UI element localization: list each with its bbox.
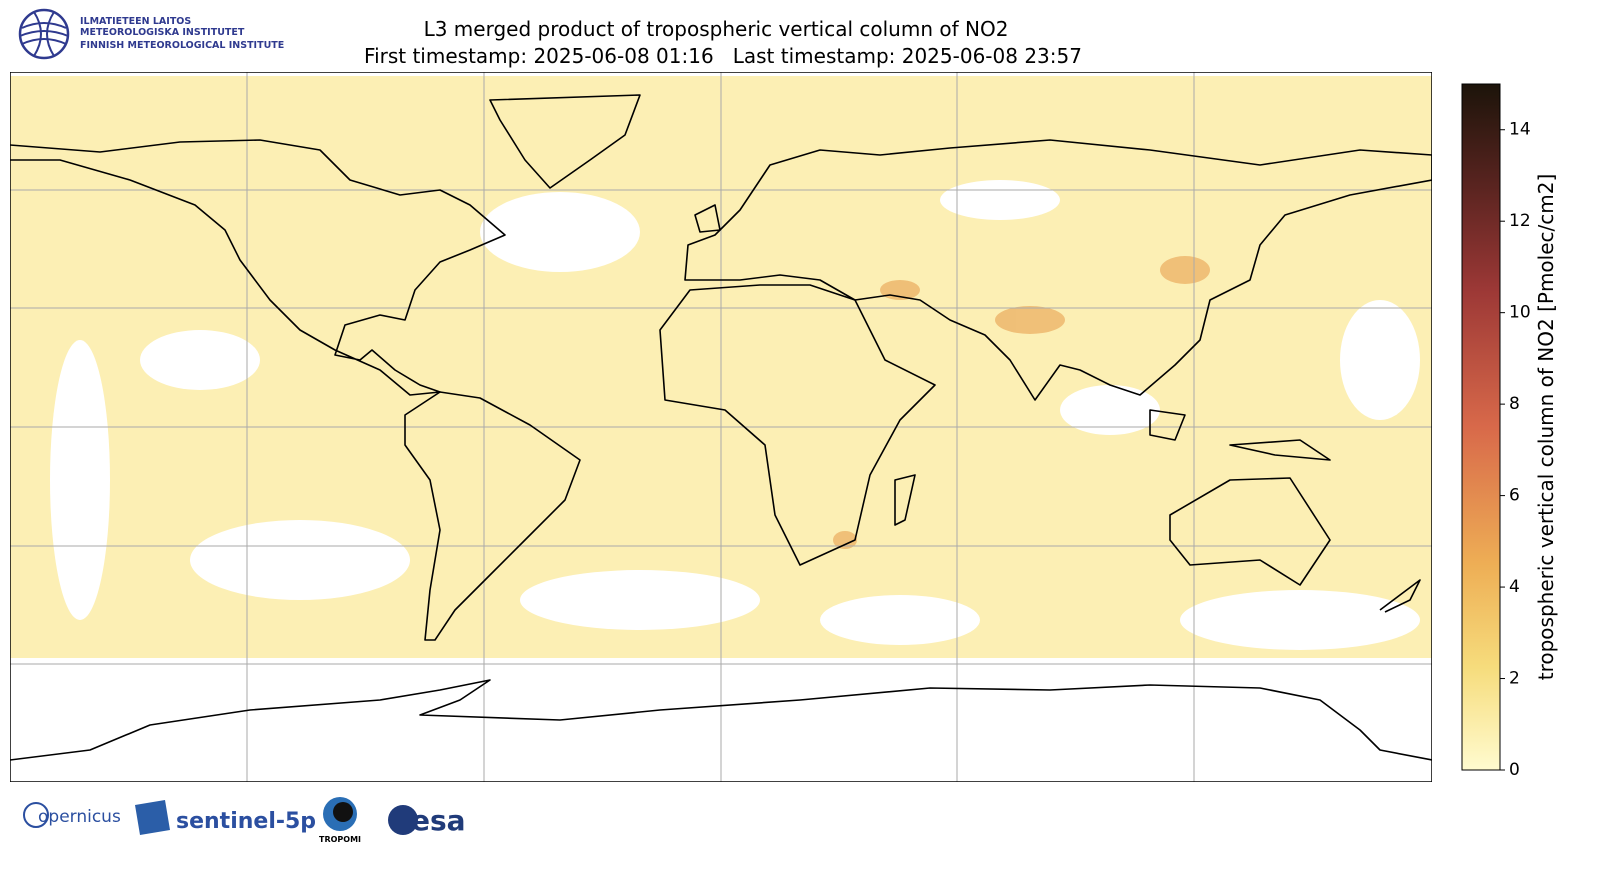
institute-name: METEOROLOGISKA INSTITUTET <box>80 27 245 38</box>
colorbar-tick-label: 0 <box>1509 760 1520 780</box>
colorbar-gradient <box>1461 83 1501 771</box>
esa-icon <box>388 805 418 835</box>
institute-name: ILMATIETEEN LAITOS <box>80 16 191 27</box>
hotspot <box>833 256 1210 549</box>
map <box>10 72 1432 782</box>
colorbar-tick-label: 4 <box>1509 577 1520 597</box>
colorbar-tick-label: 8 <box>1509 394 1520 414</box>
tropomi-logo: TROPOMI <box>319 835 361 844</box>
colorbar-tick-label: 12 <box>1509 211 1531 231</box>
sentinel-logo: sentinel-5p <box>176 809 316 834</box>
colorbar: tropospheric vertical column of NO2 [Pmo… <box>1461 83 1558 780</box>
sentinel-icon <box>135 800 170 835</box>
colorbar-tick-label: 2 <box>1509 669 1520 689</box>
esa-logo: esa <box>411 804 466 837</box>
colorbar-tick-label: 10 <box>1509 303 1531 323</box>
colorbar-label: tropospheric vertical column of NO2 [Pmo… <box>1534 174 1558 681</box>
title: L3 merged product of tropospheric vertic… <box>424 17 1009 41</box>
colorbar-tick-label: 6 <box>1509 486 1520 506</box>
fmi-logo: ILMATIETEEN LAITOS METEOROLOGISKA INSTIT… <box>18 8 284 60</box>
colorbar-tick-label: 14 <box>1509 120 1531 140</box>
subtitle: First timestamp: 2025-06-08 01:16 Last t… <box>364 44 1082 68</box>
graticule <box>10 72 1432 782</box>
copernicus-logo: opernicus <box>38 807 121 827</box>
institute-name: FINNISH METEOROLOGICAL INSTITUTE <box>80 40 284 51</box>
footer-logos: opernicus sentinel-5p TROPOMI esa <box>23 797 466 844</box>
coastline <box>10 94 1432 761</box>
